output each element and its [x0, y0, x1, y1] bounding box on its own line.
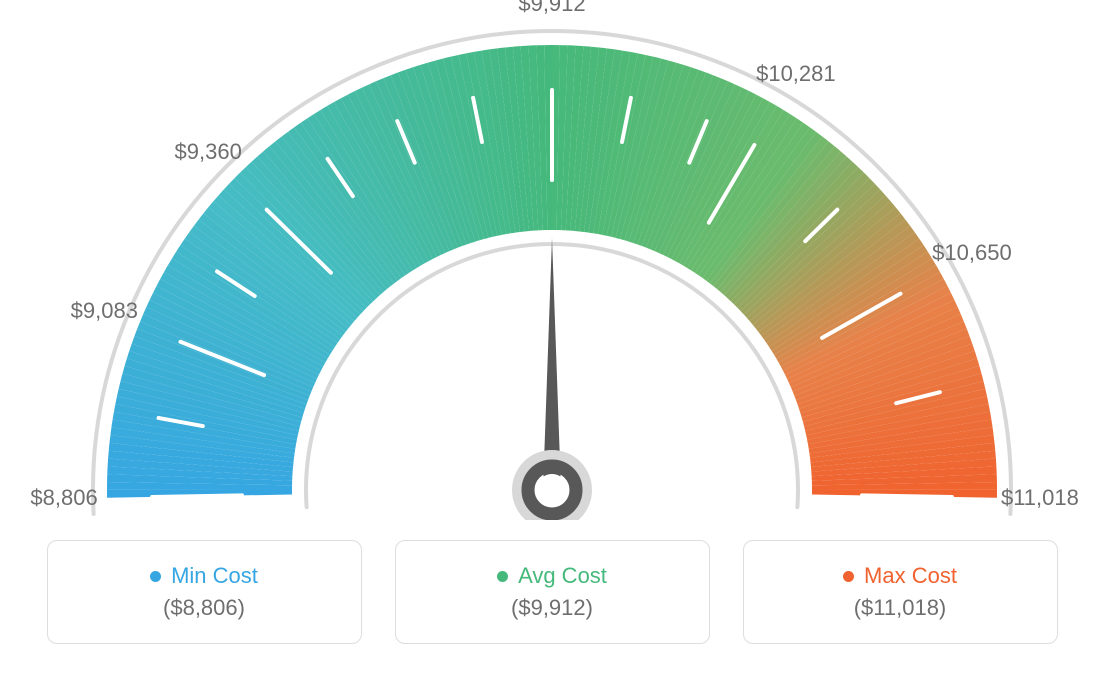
legend-dot-max: [843, 571, 854, 582]
gauge-tick-label: $10,281: [756, 61, 836, 87]
legend-title-max: Max Cost: [843, 563, 957, 589]
legend-title-text-max: Max Cost: [864, 563, 957, 589]
gauge-tick-label: $11,018: [1001, 485, 1079, 511]
legend-box-max: Max Cost ($11,018): [743, 540, 1058, 644]
gauge-tick-label: $8,806: [30, 485, 97, 511]
legend-row: Min Cost ($8,806) Avg Cost ($9,912) Max …: [0, 540, 1104, 644]
chart-wrap: $8,806 $9,083 $9,360 $9,912 $10,281 $10,650 $1…: [0, 0, 1104, 690]
gauge-tick-label: $9,083: [71, 298, 138, 324]
gauge-tick-label: $9,912: [518, 0, 585, 17]
gauge-area: $8,806 $9,083 $9,360 $9,912 $10,281 $10,650 $1…: [0, 0, 1104, 520]
legend-value-max: ($11,018): [854, 595, 947, 621]
legend-value-avg: ($9,912): [511, 595, 593, 621]
legend-title-text-avg: Avg Cost: [518, 563, 607, 589]
legend-title-min: Min Cost: [150, 563, 258, 589]
legend-value-min: ($8,806): [163, 595, 245, 621]
legend-dot-min: [150, 571, 161, 582]
legend-box-avg: Avg Cost ($9,912): [395, 540, 710, 644]
gauge-tick-label: $9,360: [175, 139, 242, 165]
legend-dot-avg: [497, 571, 508, 582]
gauge-tick-label: $10,650: [932, 240, 1012, 266]
legend-title-text-min: Min Cost: [171, 563, 258, 589]
legend-title-avg: Avg Cost: [497, 563, 607, 589]
legend-box-min: Min Cost ($8,806): [47, 540, 362, 644]
